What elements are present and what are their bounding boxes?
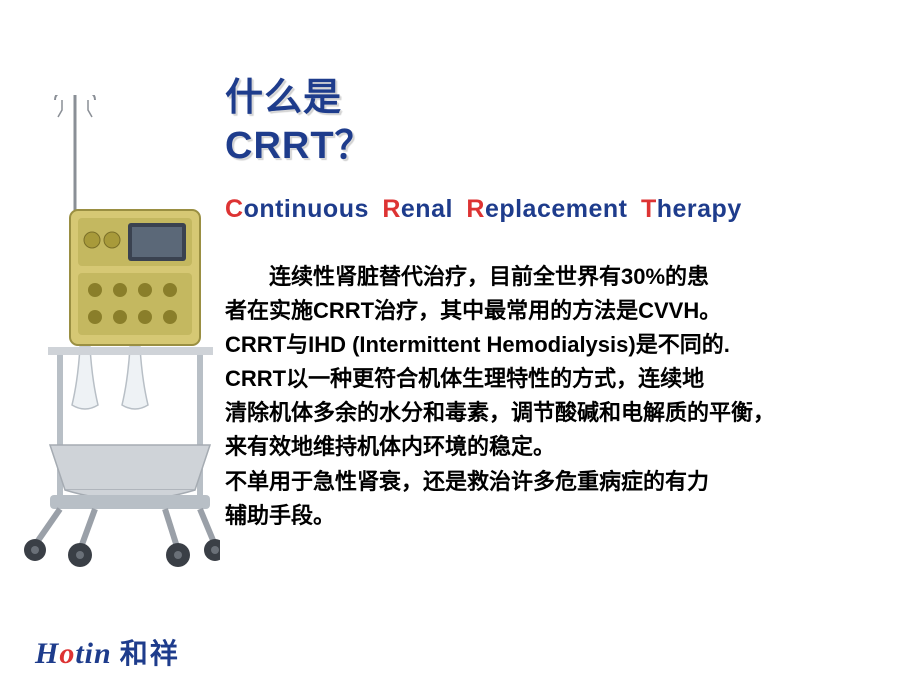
subtitle-word-3: Replacement — [466, 195, 627, 223]
title-line-2: CRRT？ — [225, 123, 374, 171]
body-line: 来有效地维持机体内环境的稳定。 — [225, 430, 890, 464]
body-line: 辅助手段。 — [225, 499, 890, 533]
body-text: 连续性肾脏替代治疗，目前全世界有30%的患 者在实施CRRT治疗，其中最常用的方… — [225, 260, 890, 533]
subtitle-word-2: Renal — [382, 195, 453, 223]
slide-subtitle: Continuous Renal Replacement Therapy — [225, 195, 742, 224]
body-line: CRRT以一种更符合机体生理特性的方式，连续地 — [225, 362, 890, 396]
body-line: 不单用于急性肾衰，还是救治许多危重病症的有力 — [225, 465, 890, 499]
body-line: 清除机体多余的水分和毒素，调节酸碱和电解质的平衡， — [225, 396, 890, 430]
subtitle-word-4: Therapy — [641, 195, 742, 223]
body-line: 者在实施CRRT治疗，其中最常用的方法是CVVH。 — [225, 294, 890, 328]
slide-title: 什么是 CRRT？ — [225, 75, 374, 170]
subtitle-word-1: Continuous — [225, 195, 369, 223]
logo-cjk: 和祥 — [120, 632, 180, 672]
logo-latin: Hotin — [35, 637, 112, 671]
brand-logo: Hotin 和祥 — [35, 632, 180, 672]
slide: 什么是 CRRT？ Continuous Renal Replacement T… — [0, 0, 920, 690]
crrt-machine-illustration — [0, 95, 220, 570]
body-line: CRRT与IHD (Intermittent Hemodialysis)是不同的… — [225, 328, 890, 362]
title-line-1: 什么是 — [225, 75, 374, 123]
body-line: 连续性肾脏替代治疗，目前全世界有30%的患 — [225, 260, 890, 294]
